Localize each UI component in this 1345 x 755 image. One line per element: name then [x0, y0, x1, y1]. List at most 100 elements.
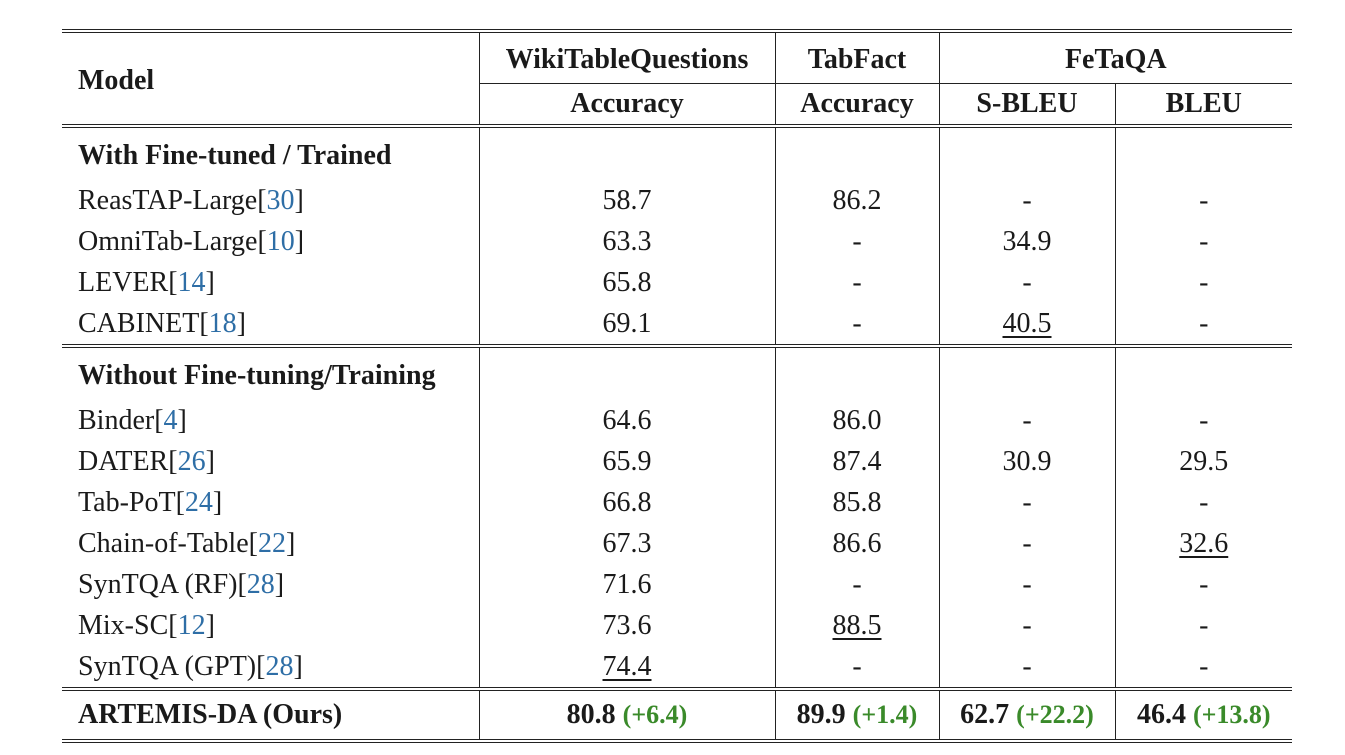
- empty-cell: [478, 126, 775, 180]
- score-cell: -: [938, 262, 1115, 303]
- model-name-cell: DATER[26]: [78, 446, 215, 477]
- table-row: LEVER[14] 65.8 - - -: [62, 262, 1293, 303]
- section-title: Without Fine-tuning/Training: [78, 360, 436, 391]
- score-cell: -: [774, 262, 939, 303]
- score-value: -: [852, 308, 862, 339]
- fetaqa-column-header: FeTaQA: [938, 31, 1293, 84]
- score-value: -: [1199, 610, 1209, 641]
- score-cell: -: [1114, 564, 1293, 605]
- score-value: 86.6: [832, 528, 882, 559]
- model-name-cell: OmniTab-Large[10]: [78, 226, 305, 257]
- header-row-2: Accuracy Accuracy S-BLEU BLEU: [62, 83, 1293, 126]
- header-row-1: Model WikiTableQuestions TabFact FeTaQA: [62, 31, 1293, 96]
- ours-score-cell: 89.9 (+1.4): [774, 689, 939, 741]
- score-value: 86.2: [832, 185, 882, 216]
- table-row: Chain-of-Table[22] 67.3 86.6 - 32.6: [62, 523, 1293, 564]
- score-cell: -: [938, 564, 1115, 605]
- score-value: -: [1199, 185, 1209, 216]
- score-value: 40.5: [1002, 308, 1052, 339]
- ours-row: ARTEMIS-DA (Ours) 80.8 (+6.4) 89.9 (+1.4) 6…: [62, 689, 1293, 741]
- citation-link[interactable]: 4: [163, 405, 178, 436]
- score-value: 63.3: [602, 226, 652, 257]
- score-cell: -: [1114, 605, 1293, 646]
- score-value: -: [852, 226, 862, 257]
- citation-link[interactable]: 26: [177, 446, 206, 477]
- score-value: 71.6: [602, 569, 652, 600]
- citation-link[interactable]: 28: [265, 651, 294, 682]
- model-name: OmniTab-Large: [78, 226, 258, 257]
- table-row: OmniTab-Large[10] 63.3 - 34.9 -: [62, 221, 1293, 262]
- table-row: CABINET[18] 69.1 - 40.5 -: [62, 303, 1293, 346]
- score-cell: 65.8: [478, 262, 775, 303]
- score-value: -: [1199, 405, 1209, 436]
- model-name-cell: Binder[4]: [78, 405, 187, 436]
- score-value: -: [852, 569, 862, 600]
- score-cell: -: [938, 482, 1115, 523]
- score-cell: 85.8: [774, 482, 939, 523]
- model-name: Mix-SC: [78, 610, 169, 641]
- score-cell: 69.1: [478, 303, 775, 346]
- score-value: 29.5: [1179, 446, 1229, 477]
- score-value: -: [1022, 487, 1032, 518]
- model-name-cell: LEVER[14]: [78, 267, 215, 298]
- wtq-column-header: WikiTableQuestions: [478, 31, 775, 84]
- citation-link[interactable]: 10: [266, 226, 295, 257]
- score-value: 88.5: [832, 610, 882, 641]
- results-table-container: Model WikiTableQuestions TabFact FeTaQA …: [62, 29, 1293, 743]
- score-value: 65.9: [602, 446, 652, 477]
- section-title: With Fine-tuned / Trained: [78, 140, 392, 171]
- score-value: 74.4: [602, 651, 652, 682]
- improvement-delta: (+6.4): [622, 700, 688, 729]
- score-cell: -: [938, 605, 1115, 646]
- table-row: DATER[26] 65.9 87.4 30.9 29.5: [62, 441, 1293, 482]
- score-value: -: [1022, 651, 1032, 682]
- score-cell: 58.7: [478, 180, 775, 221]
- wtq-metric-header: Accuracy: [478, 83, 775, 126]
- tabfact-column-header: TabFact: [774, 31, 939, 84]
- model-name: LEVER: [78, 267, 169, 298]
- score-cell: -: [938, 646, 1115, 689]
- model-name-cell: ReasTAP-Large[30]: [78, 185, 304, 216]
- score-value: -: [1199, 569, 1209, 600]
- citation-link[interactable]: 14: [177, 267, 206, 298]
- table-row: ReasTAP-Large[30] 58.7 86.2 - -: [62, 180, 1293, 221]
- empty-cell: [1114, 126, 1293, 180]
- score-cell: -: [774, 221, 939, 262]
- ours-score-cell: 62.7 (+22.2): [938, 689, 1115, 741]
- citation-link[interactable]: 22: [257, 528, 286, 559]
- model-name: SynTQA (GPT): [78, 651, 257, 682]
- citation-link[interactable]: 24: [184, 487, 213, 518]
- score-value: -: [1022, 569, 1032, 600]
- score-value: -: [1199, 226, 1209, 257]
- model-name-cell: Chain-of-Table[22]: [78, 528, 296, 559]
- score-value: 87.4: [832, 446, 882, 477]
- score-value: 65.8: [602, 267, 652, 298]
- score-value: -: [1199, 487, 1209, 518]
- citation-link[interactable]: 18: [208, 308, 237, 339]
- score-cell: 73.6: [478, 605, 775, 646]
- tabfact-metric-header: Accuracy: [774, 83, 939, 126]
- citation-link[interactable]: 12: [177, 610, 206, 641]
- model-name-cell: Tab-PoT[24]: [78, 487, 223, 518]
- results-table: Model WikiTableQuestions TabFact FeTaQA …: [62, 29, 1293, 743]
- score-cell: 86.0: [774, 400, 939, 441]
- score-cell: 88.5: [774, 605, 939, 646]
- score-cell: 34.9: [938, 221, 1115, 262]
- citation-link[interactable]: 30: [266, 185, 295, 216]
- score-value: 34.9: [1002, 226, 1052, 257]
- ours-score-value: 62.7: [960, 699, 1010, 730]
- citation-link[interactable]: 28: [246, 569, 275, 600]
- score-cell: 71.6: [478, 564, 775, 605]
- score-value: 64.6: [602, 405, 652, 436]
- table-row: Tab-PoT[24] 66.8 85.8 - -: [62, 482, 1293, 523]
- score-value: -: [1199, 308, 1209, 339]
- score-cell: -: [1114, 400, 1293, 441]
- table-row: SynTQA (GPT)[28] 74.4 - - -: [62, 646, 1293, 689]
- section-header-row: Without Fine-tuning/Training: [62, 346, 1293, 400]
- table-row: SynTQA (RF)[28] 71.6 - - -: [62, 564, 1293, 605]
- score-cell: -: [1114, 303, 1293, 346]
- score-value: 86.0: [832, 405, 882, 436]
- score-value: -: [1199, 267, 1209, 298]
- score-cell: -: [938, 523, 1115, 564]
- score-value: -: [1022, 610, 1032, 641]
